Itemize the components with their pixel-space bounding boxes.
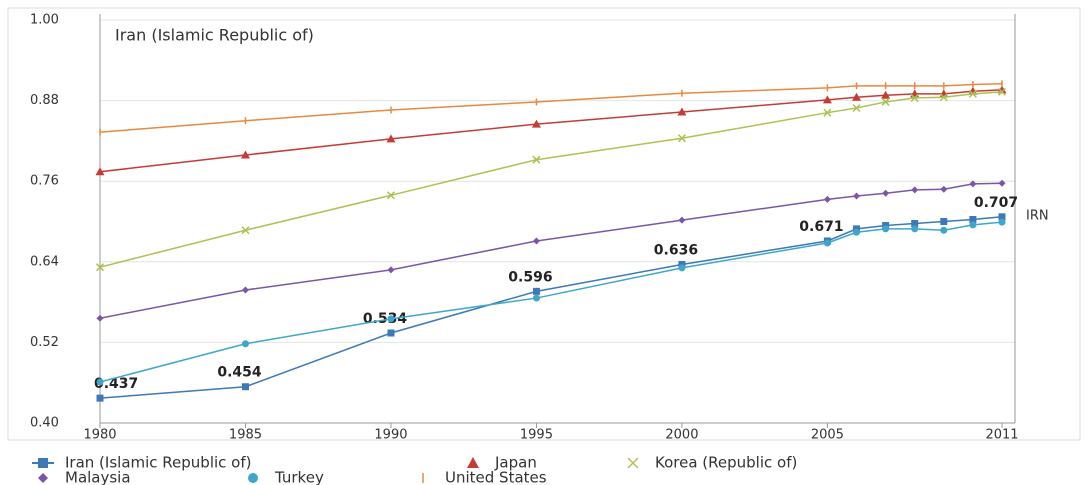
marker [96,378,104,386]
marker [532,287,540,295]
data-label: 0.707 [974,195,1018,211]
y-tick-label: 0.76 [30,174,59,189]
marker [998,179,1006,187]
legend-label: Iran (Islamic Republic of) [65,454,252,472]
marker [940,226,948,234]
data-label: 0.534 [363,311,408,327]
marker [853,228,861,236]
marker [387,329,395,337]
marker [997,87,1007,96]
marker [969,180,977,188]
marker [531,119,541,128]
y-tick-label: 0.64 [30,254,59,269]
marker [96,394,104,402]
chart-title: Iran (Islamic Republic of) [115,26,314,45]
marker [998,213,1006,221]
marker [387,315,395,323]
marker [678,264,686,272]
marker [532,237,540,245]
marker [677,134,686,143]
marker [852,92,862,101]
marker [822,95,832,104]
marker [387,266,395,274]
data-label: 0.454 [217,365,262,381]
marker [467,457,479,468]
chart-frame [7,7,1081,441]
y-tick-label: 0.52 [30,335,59,350]
marker [241,383,249,391]
series-line [99,216,1003,399]
series-line [99,91,1003,268]
marker [95,167,105,176]
series-line [99,83,1003,133]
marker [678,216,686,224]
marker [910,93,919,102]
marker [240,150,250,159]
marker [823,108,832,117]
marker [968,86,978,95]
x-tick-label: 2005 [811,428,844,443]
marker [882,225,890,233]
marker [823,239,831,247]
legend-label: Malaysia [65,469,131,485]
marker [386,191,395,200]
marker [939,93,948,102]
x-tick-label: 1995 [520,428,553,443]
marker [969,221,977,229]
marker [248,473,258,483]
end-label: IRN [1026,209,1049,224]
legend-label: Korea (Republic of) [655,454,797,472]
data-label: 0.636 [654,242,698,258]
marker [627,457,639,469]
marker [998,218,1006,226]
marker [882,189,890,197]
data-label: 0.671 [799,219,843,235]
marker [95,263,105,272]
x-tick-label: 2000 [665,428,698,443]
series-line [99,221,1003,383]
marker [968,89,977,98]
series-line [99,182,1003,319]
legend-label: United States [445,469,547,485]
marker [969,215,977,223]
marker [532,294,540,302]
legend-label: Japan [494,454,537,472]
legend-label: Turkey [274,469,324,485]
marker [881,97,890,106]
marker [823,195,831,203]
x-tick-label: 1980 [83,428,116,443]
marker [386,134,396,143]
y-tick-label: 0.40 [30,416,59,431]
series-line [99,89,1003,173]
marker [532,155,541,164]
marker [96,314,104,322]
marker [241,340,249,348]
marker [38,473,48,483]
marker [241,226,250,235]
marker [853,192,861,200]
marker [911,186,919,194]
marker [38,458,48,468]
marker [911,220,919,228]
marker [241,286,249,294]
marker [940,218,948,225]
marker [940,185,948,193]
x-tick-label: 1990 [374,428,407,443]
marker [881,90,891,99]
marker [852,103,861,113]
marker [911,225,919,233]
marker [677,107,687,116]
y-tick-label: 1.00 [30,13,59,28]
x-tick-label: 2011 [985,428,1018,443]
y-tick-label: 0.88 [30,93,59,108]
data-label: 0.596 [508,269,552,285]
x-tick-label: 1985 [229,428,262,443]
